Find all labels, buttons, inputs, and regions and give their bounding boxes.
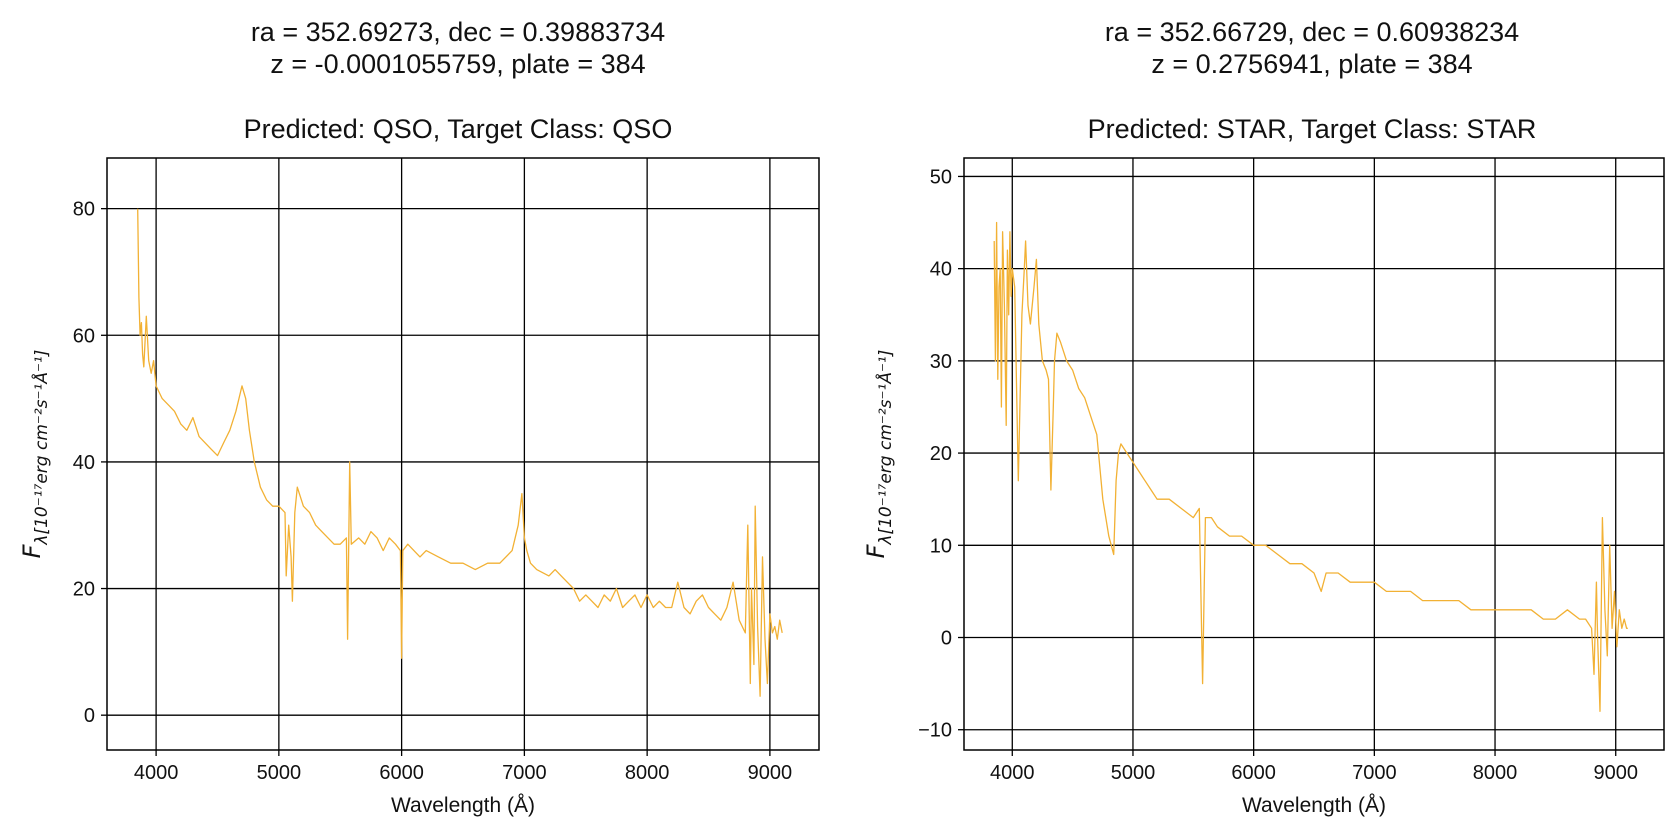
x-tick-label: 4000 [990,762,1035,784]
y-axis-label-unit: λ[10⁻¹⁷erg cm⁻²s⁻¹Å⁻¹] [30,350,52,546]
y-tick-label: 50 [930,166,952,188]
y-tick-label: 20 [73,579,95,601]
x-tick-label: 8000 [625,762,670,784]
y-axis-label: Fλ[10⁻¹⁷erg cm⁻²s⁻¹Å⁻¹] [862,350,896,559]
chart-title-line-1: ra = 352.66729, dec = 0.60938234 [1105,17,1519,47]
chart-title-line-2: z = -0.0001055759, plate = 384 [270,49,645,79]
x-tick-label: 8000 [1473,762,1518,784]
y-tick-label: 0 [941,628,952,650]
x-tick-label: 7000 [1352,762,1397,784]
x-axis-label: Wavelength (Å) [1242,794,1386,817]
y-axis-label-unit: λ[10⁻¹⁷erg cm⁻²s⁻¹Å⁻¹] [874,350,896,546]
x-axis-label: Wavelength (Å) [391,794,535,817]
y-tick-label: 80 [73,199,95,221]
y-tick-label: 40 [73,452,95,474]
y-tick-label: 20 [930,443,952,465]
x-tick-label: 4000 [134,762,179,784]
x-tick-label: 6000 [1231,762,1276,784]
x-tick-label: 7000 [502,762,547,784]
y-tick-label: 10 [930,535,952,557]
chart-title-line-2: z = 0.2756941, plate = 384 [1151,49,1472,79]
y-axis-label-symbol: F [18,543,46,558]
y-tick-label: −10 [918,720,952,742]
y-axis-label-symbol: F [862,543,890,558]
y-tick-label: 60 [73,325,95,347]
spectrum-line [993,221,1628,712]
x-tick-label: 6000 [379,762,424,784]
plot-frame [106,157,820,751]
chart-title-line-1: ra = 352.69273, dec = 0.39883734 [251,17,665,47]
chart-subtitle: Predicted: STAR, Target Class: STAR [1088,114,1537,144]
plot-frame [963,157,1665,751]
chart-subtitle: Predicted: QSO, Target Class: QSO [244,114,673,144]
x-tick-label: 9000 [1593,762,1638,784]
y-tick-label: 30 [930,351,952,373]
x-tick-label: 5000 [257,762,302,784]
x-tick-label: 5000 [1111,762,1156,784]
spectrum-line [137,208,783,697]
y-tick-label: 40 [930,259,952,281]
y-tick-label: 0 [84,705,95,727]
x-tick-label: 9000 [748,762,793,784]
y-axis-label: Fλ[10⁻¹⁷erg cm⁻²s⁻¹Å⁻¹] [18,350,52,559]
